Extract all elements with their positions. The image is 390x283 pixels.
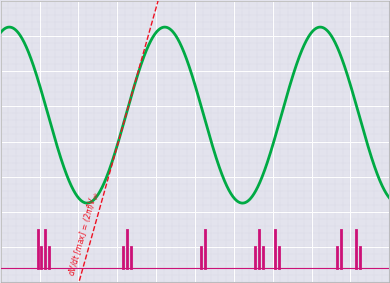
Text: dV/dt [max] = (2πf)V$_{pk}$: dV/dt [max] = (2πf)V$_{pk}$ (67, 189, 103, 278)
